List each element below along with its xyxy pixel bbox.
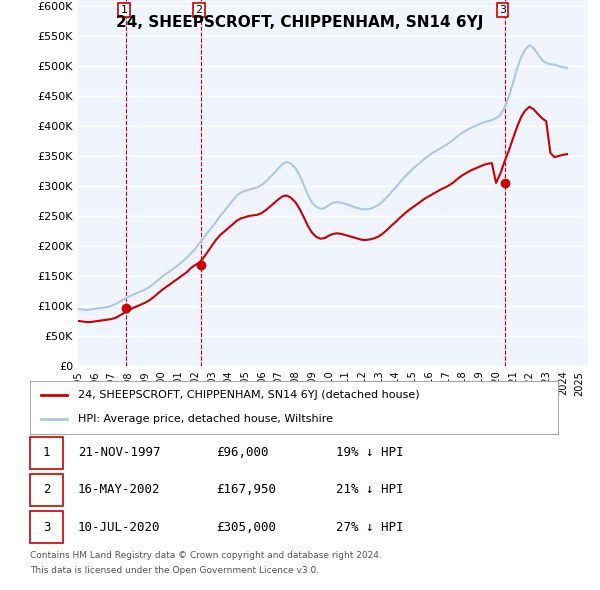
Text: Contains HM Land Registry data © Crown copyright and database right 2024.: Contains HM Land Registry data © Crown c… — [30, 551, 382, 560]
Text: £167,950: £167,950 — [216, 483, 276, 497]
Text: This data is licensed under the Open Government Licence v3.0.: This data is licensed under the Open Gov… — [30, 566, 319, 575]
Text: £305,000: £305,000 — [216, 520, 276, 534]
Text: 19% ↓ HPI: 19% ↓ HPI — [336, 446, 404, 460]
Text: 2: 2 — [43, 483, 50, 497]
Text: 24, SHEEPSCROFT, CHIPPENHAM, SN14 6YJ: 24, SHEEPSCROFT, CHIPPENHAM, SN14 6YJ — [116, 15, 484, 30]
Text: 3: 3 — [43, 520, 50, 534]
Text: HPI: Average price, detached house, Wiltshire: HPI: Average price, detached house, Wilt… — [77, 414, 332, 424]
Text: 24, SHEEPSCROFT, CHIPPENHAM, SN14 6YJ (detached house): 24, SHEEPSCROFT, CHIPPENHAM, SN14 6YJ (d… — [77, 391, 419, 401]
Text: 10-JUL-2020: 10-JUL-2020 — [78, 520, 161, 534]
Text: 16-MAY-2002: 16-MAY-2002 — [78, 483, 161, 497]
Text: £96,000: £96,000 — [216, 446, 269, 460]
Text: 3: 3 — [499, 5, 506, 15]
Text: 27% ↓ HPI: 27% ↓ HPI — [336, 520, 404, 534]
Text: 21-NOV-1997: 21-NOV-1997 — [78, 446, 161, 460]
Text: 1: 1 — [121, 5, 127, 15]
Text: 2: 2 — [195, 5, 202, 15]
Text: 1: 1 — [43, 446, 50, 460]
Text: 21% ↓ HPI: 21% ↓ HPI — [336, 483, 404, 497]
